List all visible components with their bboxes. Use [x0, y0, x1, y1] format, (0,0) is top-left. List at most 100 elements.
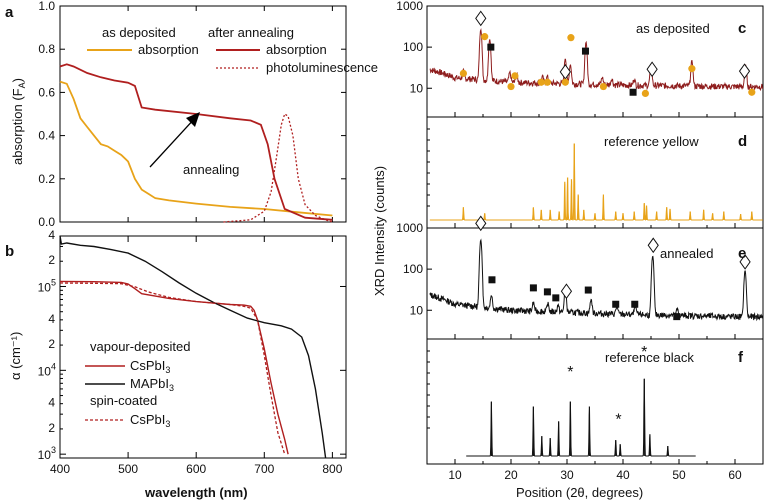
b-ytick-label: 105: [38, 277, 56, 294]
legend-mapbi3: MAPbI3: [130, 376, 174, 393]
legend-vapour-deposited: vapour-deposited: [90, 339, 190, 354]
legend-as-deposited: as deposited: [102, 25, 176, 40]
legend-absorption-red: absorption: [266, 42, 327, 57]
marker-square: [529, 284, 537, 292]
panel-a-ylabel: absorption (FA): [10, 78, 27, 165]
panel-e-axes: [426, 227, 764, 340]
a-ytick-label: 0.2: [38, 172, 55, 186]
annealing-arrowhead: [186, 112, 200, 127]
panel-f-axes: [426, 338, 764, 465]
a-series-as-deposited-absorption: [59, 80, 333, 217]
b-ytick-label: 104: [38, 361, 56, 378]
a-series-photoluminescence: [223, 112, 333, 223]
b-series-spin-coated-CsPbI3: [59, 282, 286, 455]
a-ytick-label: 0.4: [38, 129, 55, 143]
a-series-after-annealing-absorption: [59, 63, 333, 221]
panel-b-axes: [59, 235, 347, 459]
marker-dot: [543, 78, 552, 86]
marker-square: [612, 300, 620, 308]
b-xtick-label: 700: [254, 462, 274, 476]
legend-cspbi3-spin: CsPbI3: [130, 412, 170, 429]
b-xtick-label: 500: [118, 462, 138, 476]
marker-square: [581, 47, 589, 55]
xrd-trace-e: [429, 238, 764, 322]
marker-square: [629, 88, 637, 96]
annealing-label: annealing: [183, 162, 239, 177]
marker-square: [552, 294, 560, 302]
marker-diamond: [475, 10, 487, 27]
panel-c-axes: [426, 5, 764, 118]
marker-diamond: [646, 61, 658, 78]
a-ytick-label: 0.6: [38, 85, 55, 99]
xrd-ylabel: XRD Intensity (counts): [372, 166, 387, 296]
b-ytick-minor-label: 4: [48, 228, 55, 242]
panel-a-yticks: 0.0 0.2 0.4 0.6 0.8 1.0: [38, 0, 346, 229]
marker-diamond: [560, 283, 573, 300]
xrd-xtick-label: 30: [560, 468, 574, 482]
legend-absorption-yellow: absorption: [138, 42, 199, 57]
marker-dot: [567, 34, 575, 42]
marker-dot: [599, 82, 608, 91]
panel-b-series: [59, 235, 327, 459]
panel-b-ylabel: α (cm⁻¹): [8, 332, 23, 380]
marker-square: [487, 43, 495, 51]
xrd-trace-f: [466, 378, 696, 457]
marker-dot: [537, 78, 545, 86]
xrd-xtick-label: 10: [448, 468, 462, 482]
marker-square: [631, 300, 639, 308]
xrd-ytick-label: 100: [403, 262, 423, 276]
xrd-ytick-label: 10: [410, 81, 424, 95]
b-ytick-minor-label: 4: [48, 312, 55, 326]
legend-spin-coated: spin-coated: [90, 393, 157, 408]
annealing-arrow: [149, 116, 197, 168]
xrd-xtick-label: 60: [728, 468, 742, 482]
xrd-ytick-label: 1000: [396, 221, 423, 235]
panel-f-label: reference black: [605, 350, 694, 365]
xrd-xlabel: Position (2θ, degrees): [516, 485, 643, 500]
xrd-panels: 10 20 30 40 50 60 10 100 1000 10 100 1000 * * * as dep…: [372, 0, 764, 500]
panel-e-label: annealed: [660, 246, 714, 261]
marker-square: [488, 276, 496, 284]
b-xtick-label: 600: [186, 462, 206, 476]
xrd-ytick-label: 100: [403, 40, 423, 54]
panel-a-axes: [59, 5, 347, 223]
marker-dot: [748, 88, 756, 96]
panel-a-letter: a: [5, 4, 14, 21]
a-ytick-label: 0.8: [38, 42, 55, 56]
marker-dot: [511, 72, 519, 80]
b-ytick-minor-label: 2: [48, 337, 55, 351]
b-ytick-minor-label: 2: [48, 253, 55, 267]
panel-d-letter: d: [738, 133, 747, 150]
xrd-ytick-label: 10: [410, 303, 424, 317]
marker-square: [584, 286, 592, 294]
panel-d-label: reference yellow: [604, 134, 699, 149]
xrd-xtick-label: 20: [504, 468, 518, 482]
panel-f-letter: f: [738, 349, 744, 366]
b-series-vapour-deposited-CsPbI3: [59, 280, 289, 455]
panel-a: a 0.0 0.2 0.4 0.6 0.8 1.0 absorption (FA) as …: [5, 0, 378, 229]
b-xtick-label: 400: [50, 462, 70, 476]
panel-b-xlabel: wavelength (nm): [144, 485, 248, 500]
panel-a-series: [59, 63, 333, 223]
panel-c-letter: c: [738, 20, 746, 37]
marker-diamond: [738, 63, 751, 80]
panel-c-label: as deposited: [636, 21, 710, 36]
marker-star: *: [615, 411, 621, 428]
panel-b-yticks: 103 104 105 2 4 2 4 2 4: [38, 228, 346, 462]
b-ytick-label: 103: [38, 445, 56, 462]
panel-b: b 103 104 105 2 4 2 4 2 4 400 500 600 700 800 α (cm⁻…: [5, 228, 347, 500]
xrd-xtick-label: 50: [672, 468, 686, 482]
legend-cspbi3-vapour: CsPbI3: [130, 358, 170, 375]
marker-dot: [481, 33, 489, 41]
a-ytick-label: 0.0: [38, 215, 55, 229]
marker-dot: [688, 65, 696, 73]
b-ytick-minor-label: 2: [48, 421, 55, 435]
panel-d-axes: [426, 116, 764, 229]
b-ytick-minor-label: 4: [48, 396, 55, 410]
marker-star: *: [641, 344, 647, 361]
marker-square: [673, 313, 681, 321]
marker-diamond: [647, 237, 659, 254]
legend-after-annealing: after annealing: [208, 25, 294, 40]
marker-diamond: [739, 254, 751, 270]
